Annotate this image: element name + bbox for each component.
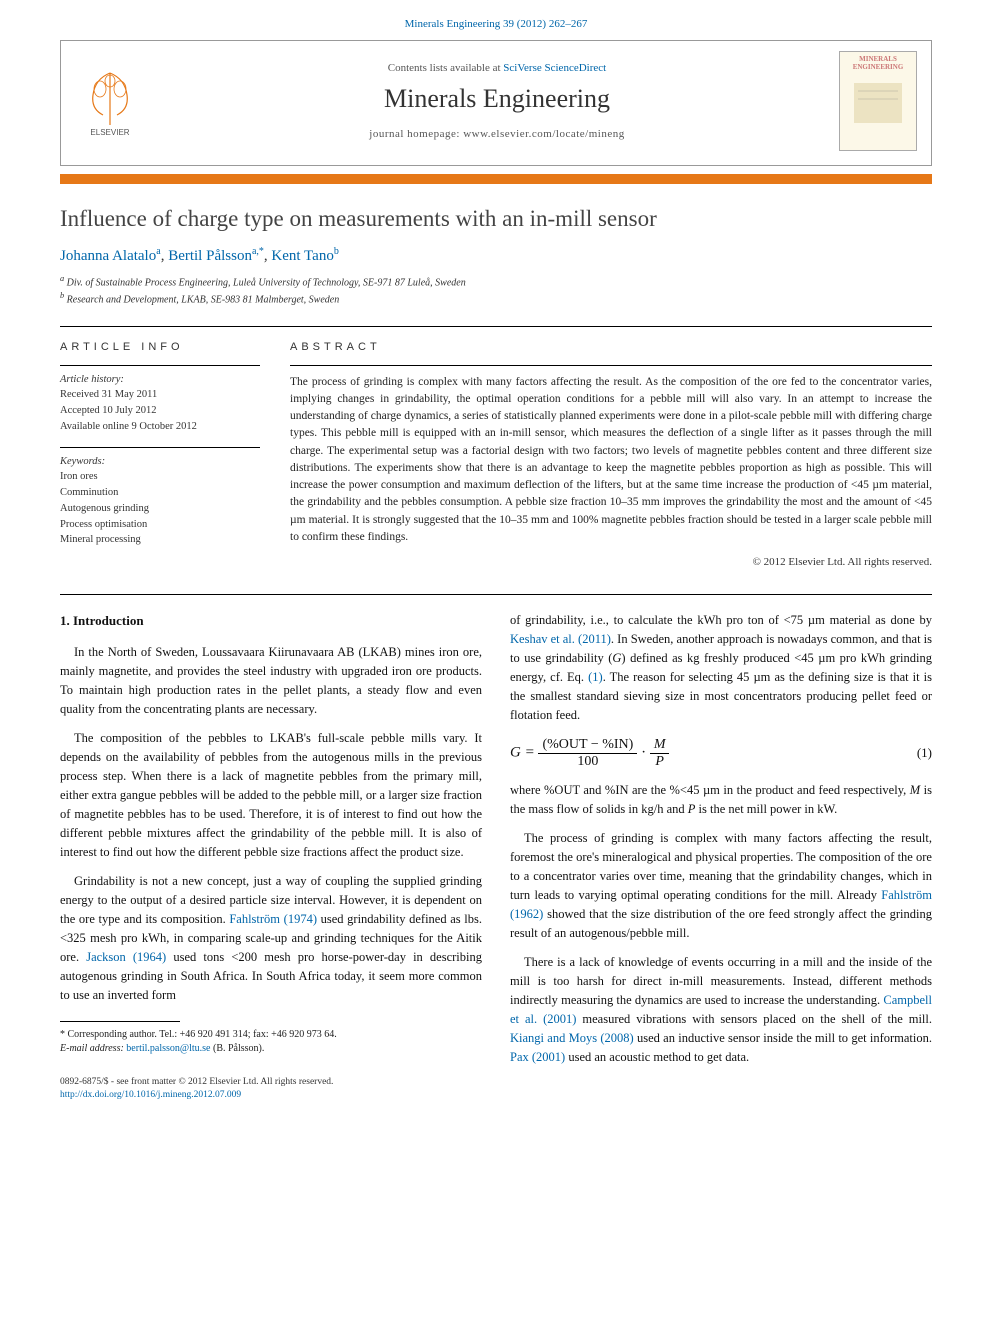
cover-art-icon bbox=[848, 71, 908, 131]
eq-frac2-bot: P bbox=[655, 754, 664, 769]
equation-1: G = (%OUT − %IN) 100 · M P (1) bbox=[510, 737, 932, 769]
ref-kiangi-2008[interactable]: Kiangi and Moys (2008) bbox=[510, 1031, 634, 1045]
affiliation-b: b Research and Development, LKAB, SE-983… bbox=[60, 290, 932, 307]
corr-author-email[interactable]: bertil.palsson@ltu.se bbox=[126, 1043, 210, 1054]
email-who: (B. Pålsson). bbox=[213, 1043, 264, 1054]
keywords-block: Keywords: Iron ores Comminution Autogeno… bbox=[60, 447, 260, 549]
received-date: Received 31 May 2011 bbox=[60, 389, 157, 400]
abstract-text: The process of grinding is complex with … bbox=[290, 365, 932, 547]
author-2[interactable]: Bertil Pålsson bbox=[168, 248, 252, 264]
abstract-column: abstract The process of grinding is comp… bbox=[290, 341, 932, 569]
body-para: There is a lack of knowledge of events o… bbox=[510, 953, 932, 1067]
ref-keshav-2011[interactable]: Keshav et al. (2011) bbox=[510, 632, 611, 646]
abstract-heading: abstract bbox=[290, 341, 932, 353]
journal-citation: Minerals Engineering 39 (2012) 262–267 bbox=[0, 0, 992, 40]
corresponding-author-footnote: * Corresponding author. Tel.: +46 920 49… bbox=[60, 1028, 482, 1056]
journal-header: ELSEVIER Contents lists available at Sci… bbox=[60, 40, 932, 166]
ref-jackson-1964[interactable]: Jackson (1964) bbox=[86, 950, 166, 964]
article-history: Article history: Received 31 May 2011 Ac… bbox=[60, 365, 260, 435]
online-date: Available online 9 October 2012 bbox=[60, 421, 197, 432]
orange-divider-bar bbox=[60, 174, 932, 184]
keyword-item: Comminution bbox=[60, 487, 118, 498]
keyword-item: Iron ores bbox=[60, 471, 98, 482]
publisher-logo-box: ELSEVIER bbox=[75, 61, 155, 141]
eq-lhs: G = bbox=[510, 744, 535, 760]
doi-link[interactable]: http://dx.doi.org/10.1016/j.mineng.2012.… bbox=[60, 1090, 241, 1100]
author-2-corr[interactable]: * bbox=[259, 246, 264, 257]
body-para: In the North of Sweden, Loussavaara Kiir… bbox=[60, 643, 482, 719]
issn-line: 0892-6875/$ - see front matter © 2012 El… bbox=[60, 1077, 333, 1087]
equation-number: (1) bbox=[917, 743, 932, 763]
eq-frac1-bot: 100 bbox=[538, 754, 637, 769]
body-two-column: 1. Introduction In the North of Sweden, … bbox=[60, 594, 932, 1102]
affiliation-a: a Div. of Sustainable Process Engineerin… bbox=[60, 273, 932, 290]
eq-frac1-top: (%OUT − %IN) bbox=[538, 737, 637, 753]
journal-homepage: journal homepage: www.elsevier.com/locat… bbox=[155, 128, 839, 140]
author-1[interactable]: Johanna Alatalo bbox=[60, 248, 156, 264]
left-column: 1. Introduction In the North of Sweden, … bbox=[60, 611, 482, 1102]
ref-eq1[interactable]: (1) bbox=[588, 670, 603, 684]
journal-cover-thumbnail: MINERALS ENGINEERING bbox=[839, 51, 917, 151]
section-1-heading: 1. Introduction bbox=[60, 611, 482, 631]
contents-available: Contents lists available at SciVerse Sci… bbox=[155, 62, 839, 74]
body-para: The process of grinding is complex with … bbox=[510, 829, 932, 943]
article-info-heading: article info bbox=[60, 341, 260, 353]
footer-issn-doi: 0892-6875/$ - see front matter © 2012 El… bbox=[60, 1070, 482, 1103]
journal-name: Minerals Engineering bbox=[155, 84, 839, 114]
ref-campbell-2001[interactable]: Campbell et al. (2001) bbox=[510, 993, 932, 1026]
author-1-aff: a bbox=[156, 246, 160, 257]
cover-title-text: MINERALS ENGINEERING bbox=[840, 56, 916, 71]
article-info-column: article info Article history: Received 3… bbox=[60, 341, 260, 569]
body-para: where %OUT and %IN are the %<45 µm in th… bbox=[510, 781, 932, 819]
keyword-item: Process optimisation bbox=[60, 519, 147, 530]
affiliations: a Div. of Sustainable Process Engineerin… bbox=[60, 273, 932, 308]
corr-author-text: * Corresponding author. Tel.: +46 920 49… bbox=[60, 1029, 337, 1040]
email-label: E-mail address: bbox=[60, 1043, 124, 1054]
history-label: Article history: bbox=[60, 374, 124, 385]
sciencedirect-link[interactable]: SciVerse ScienceDirect bbox=[503, 62, 606, 74]
homepage-url[interactable]: www.elsevier.com/locate/mineng bbox=[463, 128, 625, 140]
ref-pax-2001[interactable]: Pax (2001) bbox=[510, 1050, 565, 1064]
eq-mid: · bbox=[641, 744, 646, 760]
abstract-copyright: © 2012 Elsevier Ltd. All rights reserved… bbox=[290, 556, 932, 568]
keywords-label: Keywords: bbox=[60, 456, 105, 467]
eq-frac2-top: M bbox=[654, 737, 666, 752]
svg-text:ELSEVIER: ELSEVIER bbox=[90, 128, 129, 137]
right-column: of grindability, i.e., to calculate the … bbox=[510, 611, 932, 1102]
elsevier-tree-icon: ELSEVIER bbox=[75, 61, 145, 137]
author-3[interactable]: Kent Tano bbox=[271, 248, 333, 264]
body-para: Grindability is not a new concept, just … bbox=[60, 872, 482, 1005]
keyword-item: Mineral processing bbox=[60, 534, 141, 545]
ref-fahlstrom-1962[interactable]: Fahlström (1962) bbox=[510, 888, 932, 921]
ref-fahlstrom-1974[interactable]: Fahlström (1974) bbox=[229, 912, 317, 926]
accepted-date: Accepted 10 July 2012 bbox=[60, 405, 157, 416]
footnote-separator bbox=[60, 1021, 180, 1022]
body-para: The composition of the pebbles to LKAB's… bbox=[60, 729, 482, 862]
contents-prefix: Contents lists available at bbox=[388, 62, 503, 74]
author-3-aff: b bbox=[334, 246, 339, 257]
author-list: Johanna Alataloa, Bertil Pålssona,*, Ken… bbox=[60, 246, 932, 265]
homepage-prefix: journal homepage: bbox=[369, 128, 463, 140]
author-2-aff: a, bbox=[252, 246, 259, 257]
keyword-item: Autogenous grinding bbox=[60, 503, 149, 514]
article-title: Influence of charge type on measurements… bbox=[60, 206, 932, 232]
body-para: of grindability, i.e., to calculate the … bbox=[510, 611, 932, 725]
